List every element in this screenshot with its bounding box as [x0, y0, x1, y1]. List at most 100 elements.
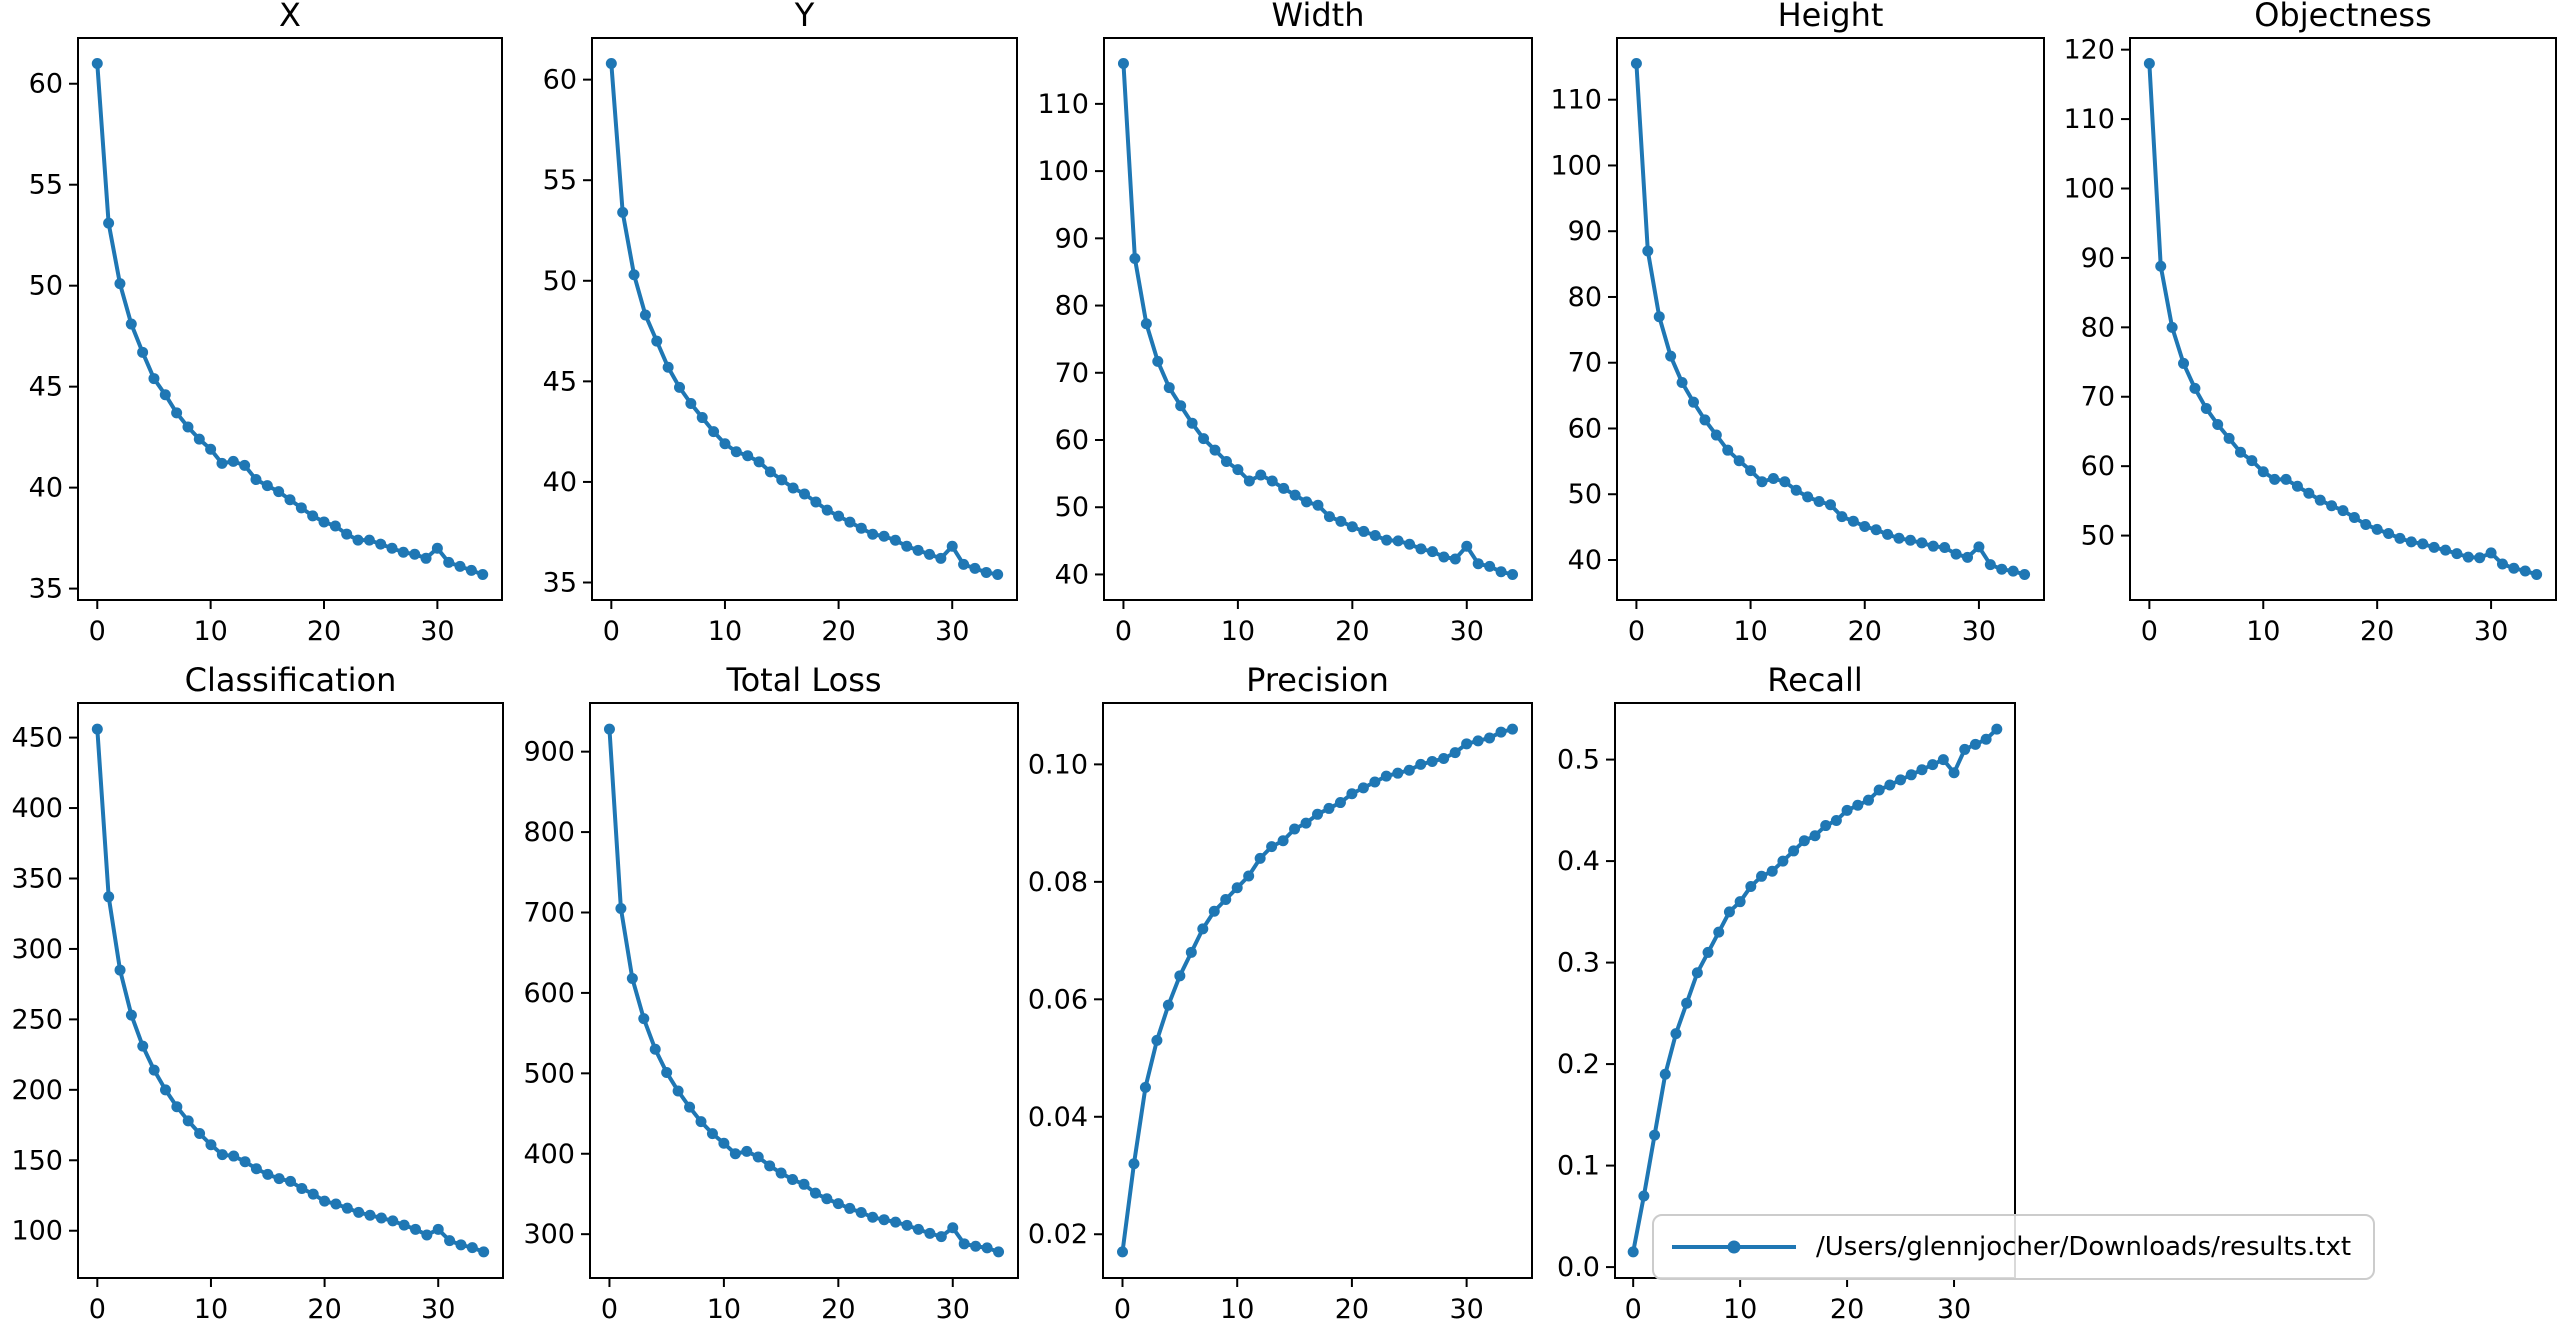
data-point — [935, 1231, 947, 1243]
data-point — [1415, 543, 1427, 555]
data-point — [729, 1148, 741, 1160]
data-point — [628, 269, 640, 281]
data-point — [182, 1115, 194, 1127]
data-point — [603, 723, 615, 735]
x-tick-label: 20 — [2360, 616, 2394, 647]
x-tick-label: 20 — [1848, 616, 1882, 647]
subplot-y: Y 0 10 20 30 35 40 45 50 55 60 — [543, 0, 1018, 647]
data-point — [1873, 784, 1885, 796]
data-point — [1140, 318, 1152, 330]
data-point — [1962, 551, 1974, 563]
data-point — [103, 217, 115, 229]
x-tick-label: 10 — [708, 616, 742, 647]
data-point — [730, 446, 742, 458]
data-point — [91, 723, 103, 735]
subplot-title: Total Loss — [725, 661, 881, 699]
y-tick-label: 600 — [523, 978, 575, 1009]
data-point — [2337, 505, 2349, 517]
x-tick-label: 20 — [1335, 616, 1369, 647]
data-point — [878, 530, 890, 542]
data-point — [821, 504, 833, 516]
data-point — [1358, 525, 1370, 537]
y-tick-label: 0.2 — [1557, 1049, 1600, 1080]
data-point — [638, 1013, 650, 1025]
line-series — [1634, 61, 2027, 577]
data-point — [706, 1128, 718, 1140]
y-tick-label: 55 — [29, 170, 63, 201]
y-tick-label: 70 — [2081, 382, 2115, 413]
data-point — [626, 972, 638, 984]
data-point — [319, 1195, 331, 1207]
y-tick-label: 450 — [11, 723, 63, 754]
data-point — [1638, 1190, 1650, 1202]
data-point — [695, 1116, 707, 1128]
data-point — [2189, 382, 2201, 394]
data-point — [1830, 814, 1842, 826]
data-point — [2508, 562, 2520, 574]
data-point — [1174, 970, 1186, 982]
data-point — [832, 1198, 844, 1210]
data-point — [1128, 1158, 1140, 1170]
y-tick-label: 80 — [2081, 312, 2115, 343]
y-tick-label: 120 — [2063, 35, 2115, 66]
data-point — [285, 1175, 296, 1187]
data-point — [1788, 845, 1800, 857]
data-point — [2360, 518, 2372, 530]
subplot-title: Recall — [1767, 661, 1862, 699]
legend: /Users/glennjocher/Downloads/results.txt — [1652, 1214, 2376, 1280]
data-point — [1670, 1028, 1682, 1040]
y-tick-label: 0.04 — [1028, 1102, 1088, 1133]
data-point — [353, 1206, 365, 1218]
y-tick-label: 0.1 — [1557, 1151, 1600, 1182]
data-point — [91, 58, 103, 70]
data-point — [1722, 444, 1734, 456]
data-point — [1449, 747, 1461, 759]
data-point — [741, 1145, 753, 1157]
data-point — [1699, 414, 1711, 426]
data-point — [2371, 523, 2383, 535]
data-point — [1162, 999, 1174, 1011]
y-tick-label: 0.0 — [1557, 1252, 1600, 1283]
axes-border — [1614, 702, 2016, 1279]
data-point — [821, 1193, 833, 1205]
data-point — [307, 1188, 319, 1200]
y-tick-label: 60 — [2081, 451, 2115, 482]
data-point — [1461, 540, 1473, 552]
data-point — [216, 457, 228, 469]
data-point — [137, 346, 149, 358]
axes-border — [589, 702, 1019, 1279]
data-point — [182, 421, 194, 433]
data-point — [2440, 544, 2452, 556]
data-point — [1312, 808, 1323, 820]
data-point — [443, 556, 455, 568]
subplot-title: Classification — [185, 661, 397, 699]
y-tick-label: 0.08 — [1028, 867, 1088, 898]
x-tick-label: 0 — [89, 1294, 106, 1325]
data-point — [1756, 476, 1768, 488]
y-tick-label: 150 — [11, 1145, 63, 1176]
y-tick-label: 110 — [2063, 104, 2115, 135]
data-point — [1507, 568, 1519, 580]
data-point — [1151, 1034, 1163, 1046]
data-point — [1186, 417, 1198, 429]
data-point — [1507, 723, 1518, 735]
data-point — [398, 1219, 410, 1231]
data-point — [1449, 553, 1461, 565]
data-point — [148, 373, 160, 385]
legend-label: /Users/glennjocher/Downloads/results.txt — [1816, 1232, 2352, 1262]
data-point — [194, 1128, 206, 1140]
data-point — [1289, 823, 1301, 835]
data-point — [1254, 852, 1266, 864]
x-tick-label: 10 — [1733, 616, 1767, 647]
data-point — [1927, 540, 1939, 552]
data-point — [2223, 432, 2235, 444]
data-point — [958, 1238, 970, 1250]
y-tick-label: 350 — [11, 863, 63, 894]
x-tick-label: 0 — [603, 616, 620, 647]
y-tick-label: 0.4 — [1557, 846, 1600, 877]
data-point — [1243, 870, 1255, 882]
data-point — [432, 1223, 444, 1235]
data-point — [250, 1163, 262, 1175]
data-point — [1392, 535, 1404, 547]
subplot-title: Width — [1272, 0, 1365, 34]
